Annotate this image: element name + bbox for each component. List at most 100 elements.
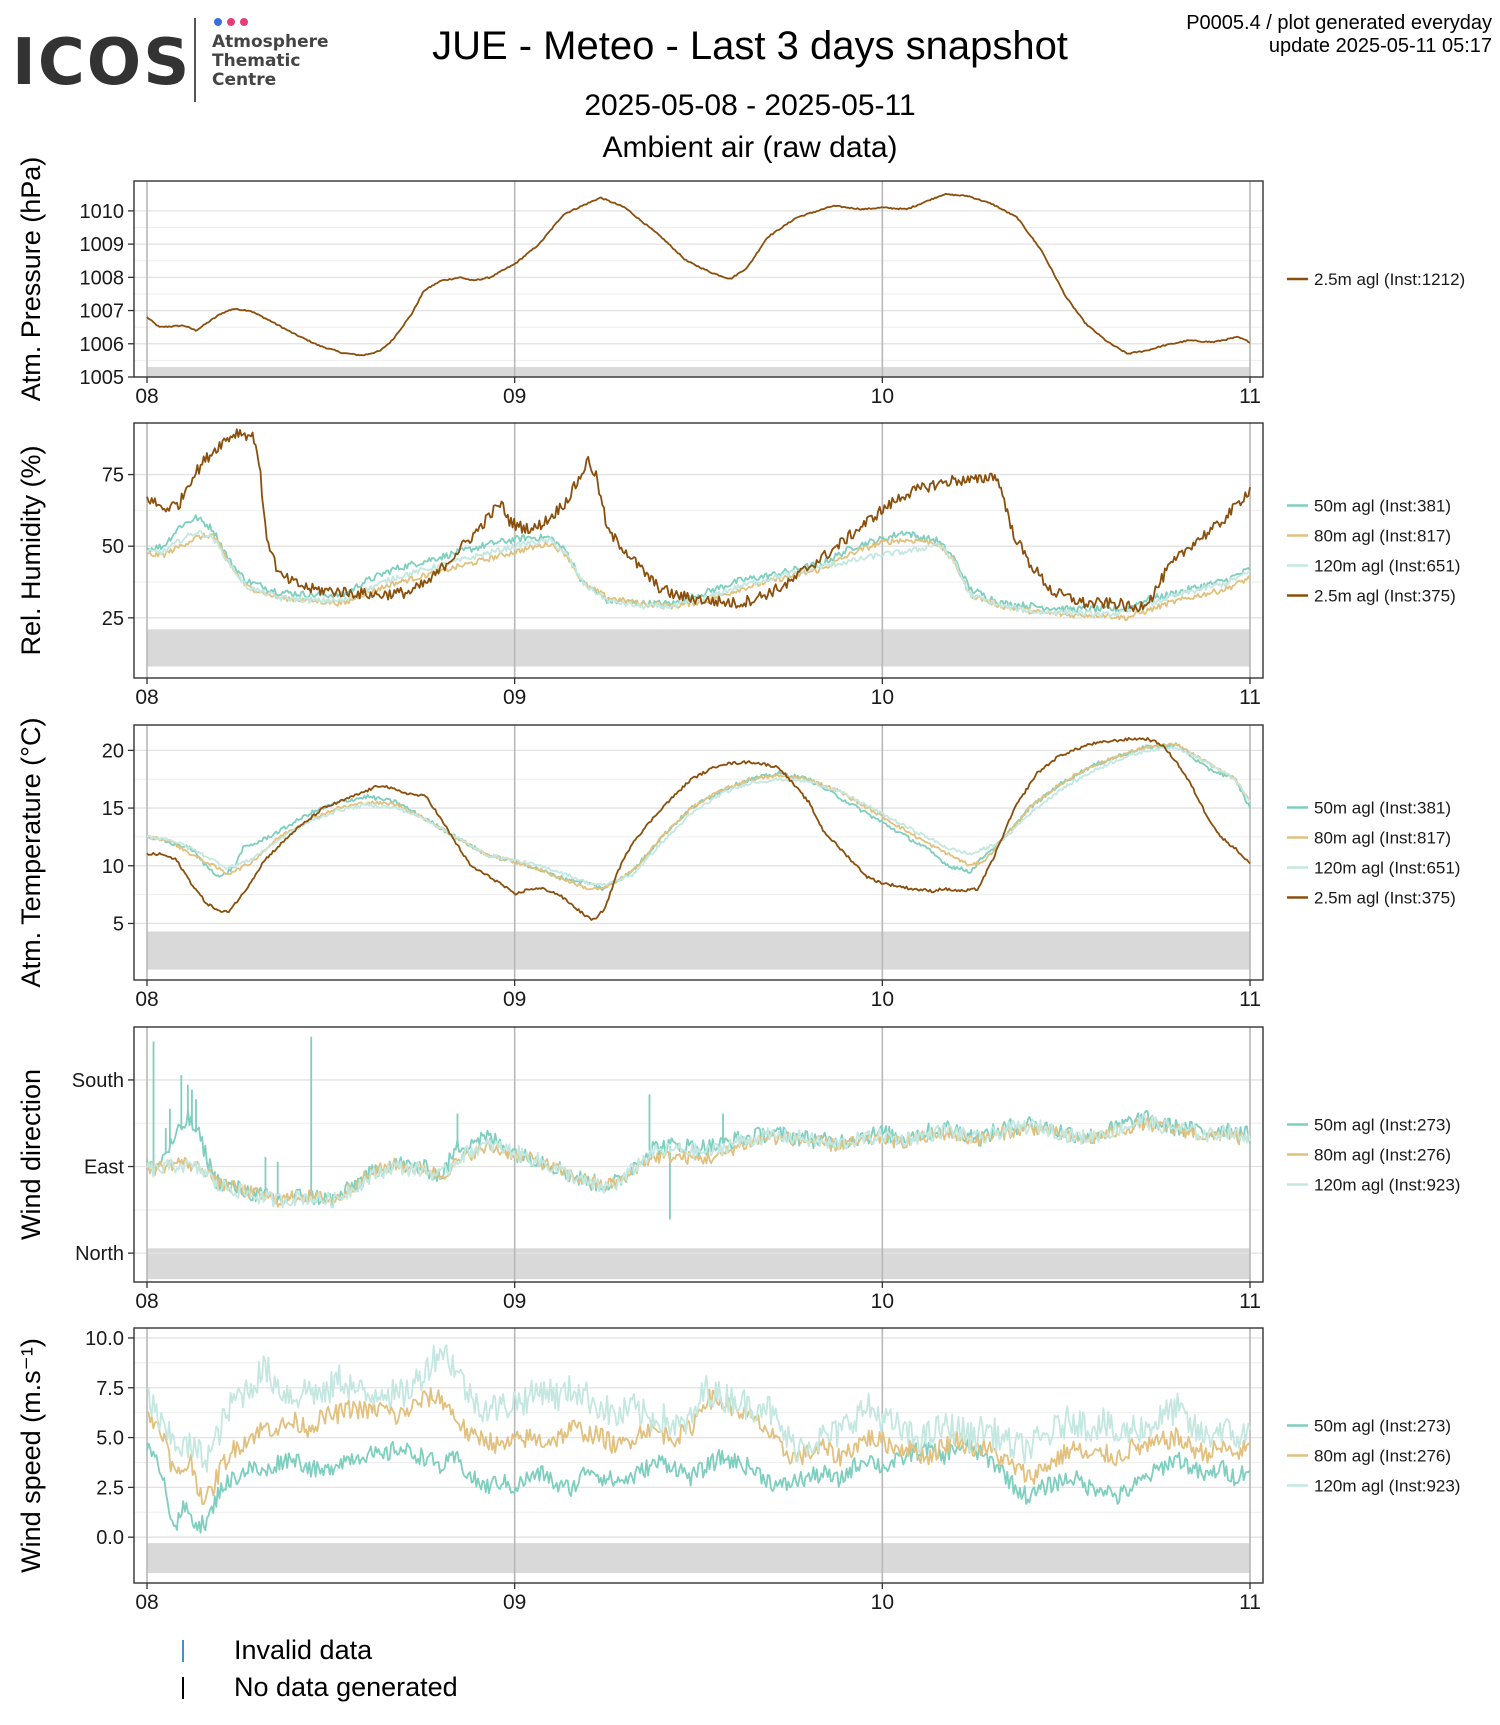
series-line-120m-agl-inst-923 (146, 1344, 1251, 1473)
bottom-legend: Invalid data No data generated (170, 1632, 458, 1706)
y-tick-label: 50 (102, 536, 124, 558)
x-tick-label: 09 (503, 988, 526, 1011)
legend-label-50m-agl-inst-273: 50m agl (Inst:273) (1314, 1116, 1451, 1135)
series-line-120m-agl-inst-923 (146, 1113, 1251, 1209)
x-tick-label: 11 (1239, 1290, 1261, 1313)
panel-atm-pressure-hpa: 1005 1006 1007 1008 1009 1010 08 09 10 11 Atm. Pre… (16, 157, 1465, 408)
plot-area (134, 1328, 1263, 1583)
series-line-50m-agl-inst-273 (146, 1438, 1251, 1534)
y-axis-title: Wind direction (16, 1069, 46, 1240)
x-tick-label: 11 (1239, 686, 1261, 709)
logo-sub-3: Centre (212, 70, 276, 90)
y-tick-label: 1009 (80, 234, 125, 256)
x-tick-label: 11 (1239, 988, 1261, 1011)
series-line-2-5m-agl-inst-1212 (146, 192, 1251, 357)
no-data-band (147, 367, 1250, 377)
y-tick-label: 20 (102, 740, 124, 762)
series-line-2-5m-agl-inst-375 (146, 428, 1251, 613)
logo-dot-blue (214, 18, 222, 26)
panel-rel-humidity: 25 50 75 08 09 10 11 Rel. Humidity (%) 50m agl (… (16, 422, 1460, 709)
y-axis-title: Atm. Pressure (hPa) (16, 157, 46, 402)
legend-label-120m-agl-inst-651: 120m agl (Inst:651) (1314, 859, 1460, 878)
x-tick-label: 11 (1239, 1591, 1261, 1614)
logo-dot-pink (227, 18, 235, 26)
update-text: update 2025-05-11 05:17 (1268, 35, 1492, 57)
series-line-2-5m-agl-inst-375 (146, 737, 1251, 921)
x-tick-label: 08 (135, 686, 158, 709)
legend-label-80m-agl-inst-817: 80m agl (Inst:817) (1314, 829, 1451, 848)
x-tick-label: 10 (871, 988, 894, 1011)
series-line-120m-agl-inst-651 (146, 530, 1251, 619)
legend-label-2-5m-agl-inst-1212: 2.5m agl (Inst:1212) (1314, 270, 1465, 289)
legend-label-50m-agl-inst-273: 50m agl (Inst:273) (1314, 1417, 1451, 1436)
x-tick-label: 08 (135, 988, 158, 1011)
series-line-50m-agl-inst-381 (146, 514, 1251, 614)
logo-sub-1: Atmosphere (212, 32, 329, 52)
plot-id-text: P0005.4 / plot generated everyday (1186, 12, 1492, 34)
x-tick-label: 10 (871, 1290, 894, 1313)
panel-wind-speed-m-s: 0.0 2.5 5.0 7.5 10.0 08 09 10 11 Wind speed (m.s⁻… (16, 1327, 1460, 1614)
x-tick-label: 10 (871, 1591, 894, 1614)
y-tick-label: 1010 (80, 201, 125, 223)
icos-logo: ICOS Atmosphere Thematic Centre (12, 14, 342, 106)
legend-label-2-5m-agl-inst-375: 2.5m agl (Inst:375) (1314, 889, 1456, 908)
x-tick-label: 08 (135, 385, 158, 408)
plot-frame (133, 1026, 1264, 1283)
x-tick-label: 10 (871, 385, 894, 408)
legend-label-50m-agl-inst-381: 50m agl (Inst:381) (1314, 799, 1451, 818)
x-tick-label: 09 (503, 1290, 526, 1313)
y-axis-title: Wind speed (m.s⁻¹) (16, 1338, 46, 1573)
section-title: Ambient air (raw data) (602, 131, 898, 164)
x-tick-label: 10 (871, 686, 894, 709)
legend-label-120m-agl-inst-923: 120m agl (Inst:923) (1314, 1477, 1460, 1496)
logo-wordmark: ICOS (12, 26, 191, 100)
legend-label-80m-agl-inst-276: 80m agl (Inst:276) (1314, 1146, 1451, 1165)
logo-dot-pink-2 (240, 18, 248, 26)
logo-sub-2: Thematic (212, 51, 300, 71)
y-tick-label: 0.0 (96, 1527, 124, 1549)
plot-frame (133, 422, 1264, 679)
x-tick-label: 11 (1239, 385, 1261, 408)
no-data-label: No data generated (234, 1672, 458, 1702)
plot-frame (133, 180, 1264, 378)
y-tick-label: 1005 (80, 367, 125, 389)
x-tick-label: 08 (135, 1591, 158, 1614)
legend-invalid-data: Invalid data (170, 1632, 458, 1669)
panel-wind-direction: North East South 08 09 10 11 Wind direction 50m … (16, 1026, 1460, 1313)
y-tick-label: 5 (113, 913, 124, 935)
panel-atm-temperature-c: 5 10 15 20 08 09 10 11 Atm. Temperature (°C) 50m … (16, 718, 1460, 1011)
y-tick-label: 2.5 (96, 1477, 124, 1499)
y-tick-label: 1007 (80, 301, 125, 323)
plot-frame (133, 724, 1264, 981)
y-tick-label: South (72, 1070, 124, 1092)
invalid-data-label: Invalid data (234, 1635, 373, 1665)
legend-no-data: No data generated (170, 1669, 458, 1706)
no-data-band (147, 931, 1250, 970)
no-data-band (147, 1543, 1250, 1574)
invalid-data-marker (182, 1639, 184, 1662)
x-tick-label: 08 (135, 1290, 158, 1313)
no-data-marker (182, 1676, 184, 1699)
legend-label-80m-agl-inst-817: 80m agl (Inst:817) (1314, 527, 1451, 546)
y-tick-label: 15 (102, 798, 124, 820)
x-tick-label: 09 (503, 686, 526, 709)
page-title: JUE - Meteo - Last 3 days snapshot (432, 24, 1068, 68)
legend-label-120m-agl-inst-651: 120m agl (Inst:651) (1314, 557, 1460, 576)
icos-logo-graphic: ICOS Atmosphere Thematic Centre (12, 18, 329, 102)
y-tick-label: 7.5 (96, 1378, 124, 1400)
y-tick-label: 1008 (80, 267, 125, 289)
y-axis-title: Atm. Temperature (°C) (16, 718, 46, 988)
y-tick-label: 5.0 (96, 1428, 124, 1450)
y-tick-label: East (84, 1157, 124, 1179)
y-axis-title: Rel. Humidity (%) (16, 445, 46, 655)
y-tick-label: 1006 (80, 334, 125, 356)
plot-info: P0005.4 / plot generated everyday update… (1186, 12, 1492, 58)
legend-label-2-5m-agl-inst-375: 2.5m agl (Inst:375) (1314, 587, 1456, 606)
legend-label-80m-agl-inst-276: 80m agl (Inst:276) (1314, 1447, 1451, 1466)
y-tick-label: North (75, 1243, 124, 1265)
y-tick-label: 25 (102, 608, 124, 630)
x-tick-label: 09 (503, 1591, 526, 1614)
plot-frame (133, 1327, 1264, 1584)
y-tick-label: 75 (102, 465, 124, 487)
